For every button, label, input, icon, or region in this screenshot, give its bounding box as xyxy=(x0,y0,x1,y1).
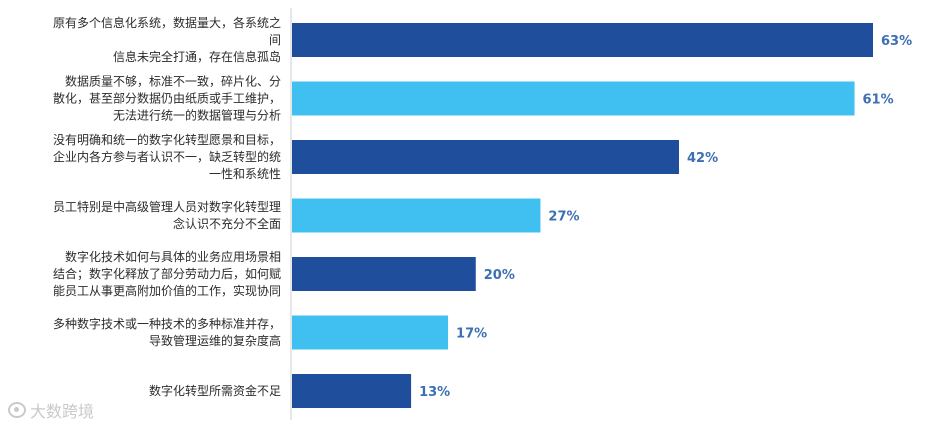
category-label-line: 一性和系统性 xyxy=(209,167,281,181)
category-label-line: 多种数字技术或一种技术的多种标准并存， xyxy=(53,316,281,331)
value-label: 63% xyxy=(881,34,912,49)
category-label-line: 员工特别是中高级管理人员对数字化转型理 xyxy=(53,199,281,214)
value-label: 27% xyxy=(548,210,579,225)
category-label-line: 数据质量不够，标准不一致，碎片化、分 xyxy=(65,74,281,89)
category-label-line: 散化，甚至部分数据仍由纸质或手工维护， xyxy=(53,91,281,106)
category-labels-group: 原有多个信息化系统，数据量大，各系统之间信息未完全打通，存在信息孤岛数据质量不够… xyxy=(53,15,281,398)
value-label: 20% xyxy=(484,268,515,283)
category-label: 原有多个信息化系统，数据量大，各系统之间信息未完全打通，存在信息孤岛 xyxy=(53,15,281,64)
category-label: 数字化转型所需资金不足 xyxy=(149,383,281,398)
bar xyxy=(292,23,873,57)
value-label: 61% xyxy=(863,93,894,108)
category-label-line: 念认识不充分不全面 xyxy=(173,216,281,231)
category-label-line: 原有多个信息化系统，数据量大，各系统之 xyxy=(53,15,281,30)
bar xyxy=(292,81,855,116)
category-label: 多种数字技术或一种技术的多种标准并存， 导致管理运维的复杂度高 xyxy=(53,316,281,348)
category-label-line: 没有明确和统一的数字化转型愿景和目标， xyxy=(53,132,281,147)
bar xyxy=(292,374,412,408)
value-labels-group: 63% 61% 42% 27% 20% 17% 13% xyxy=(419,34,912,400)
category-label-line: 结合；数字化释放了部分劳动力后，如何赋 xyxy=(53,266,281,281)
category-label: 员工特别是中高级管理人员对数字化转型理念认识不充分不全面 xyxy=(53,199,281,231)
category-label-line: 数字化技术如何与具体的业务应用场景相 xyxy=(65,249,281,264)
value-label: 42% xyxy=(687,151,718,166)
category-label-line: 信息未完全打通，存在信息孤岛 xyxy=(113,49,281,64)
category-label-line: 导致管理运维的复杂度高 xyxy=(149,333,281,348)
category-label: 没有明确和统一的数字化转型愿景和目标， 企业内各方参与者认识不一，缺乏转型的统一性… xyxy=(53,132,281,181)
category-label-line: 企业内各方参与者认识不一，缺乏转型的统 xyxy=(53,149,281,164)
bars-group xyxy=(290,8,873,420)
bar xyxy=(292,315,449,350)
value-label: 13% xyxy=(419,385,450,400)
bar xyxy=(292,198,541,233)
watermark-text: 大数跨境 xyxy=(30,402,95,421)
watermark: 大数跨境 xyxy=(8,398,94,422)
category-label-line: 无法进行统一的数据管理与分析 xyxy=(113,108,281,123)
category-label: 数据质量不够，标准不一致，碎片化、分散化，甚至部分数据仍由纸质或手工维护， 无法进… xyxy=(53,74,281,123)
bar xyxy=(292,257,476,291)
category-label: 数字化技术如何与具体的业务应用场景相结合；数字化释放了部分劳动力后，如何赋能员工… xyxy=(53,249,281,298)
category-label-line: 数字化转型所需资金不足 xyxy=(149,383,281,398)
category-label-line: 能员工从事更高附加价值的工作，实现协同 xyxy=(53,283,281,298)
camera-icon xyxy=(8,402,26,418)
value-label: 17% xyxy=(456,327,487,342)
bar xyxy=(292,140,679,174)
category-label-line: 间 xyxy=(269,33,281,47)
